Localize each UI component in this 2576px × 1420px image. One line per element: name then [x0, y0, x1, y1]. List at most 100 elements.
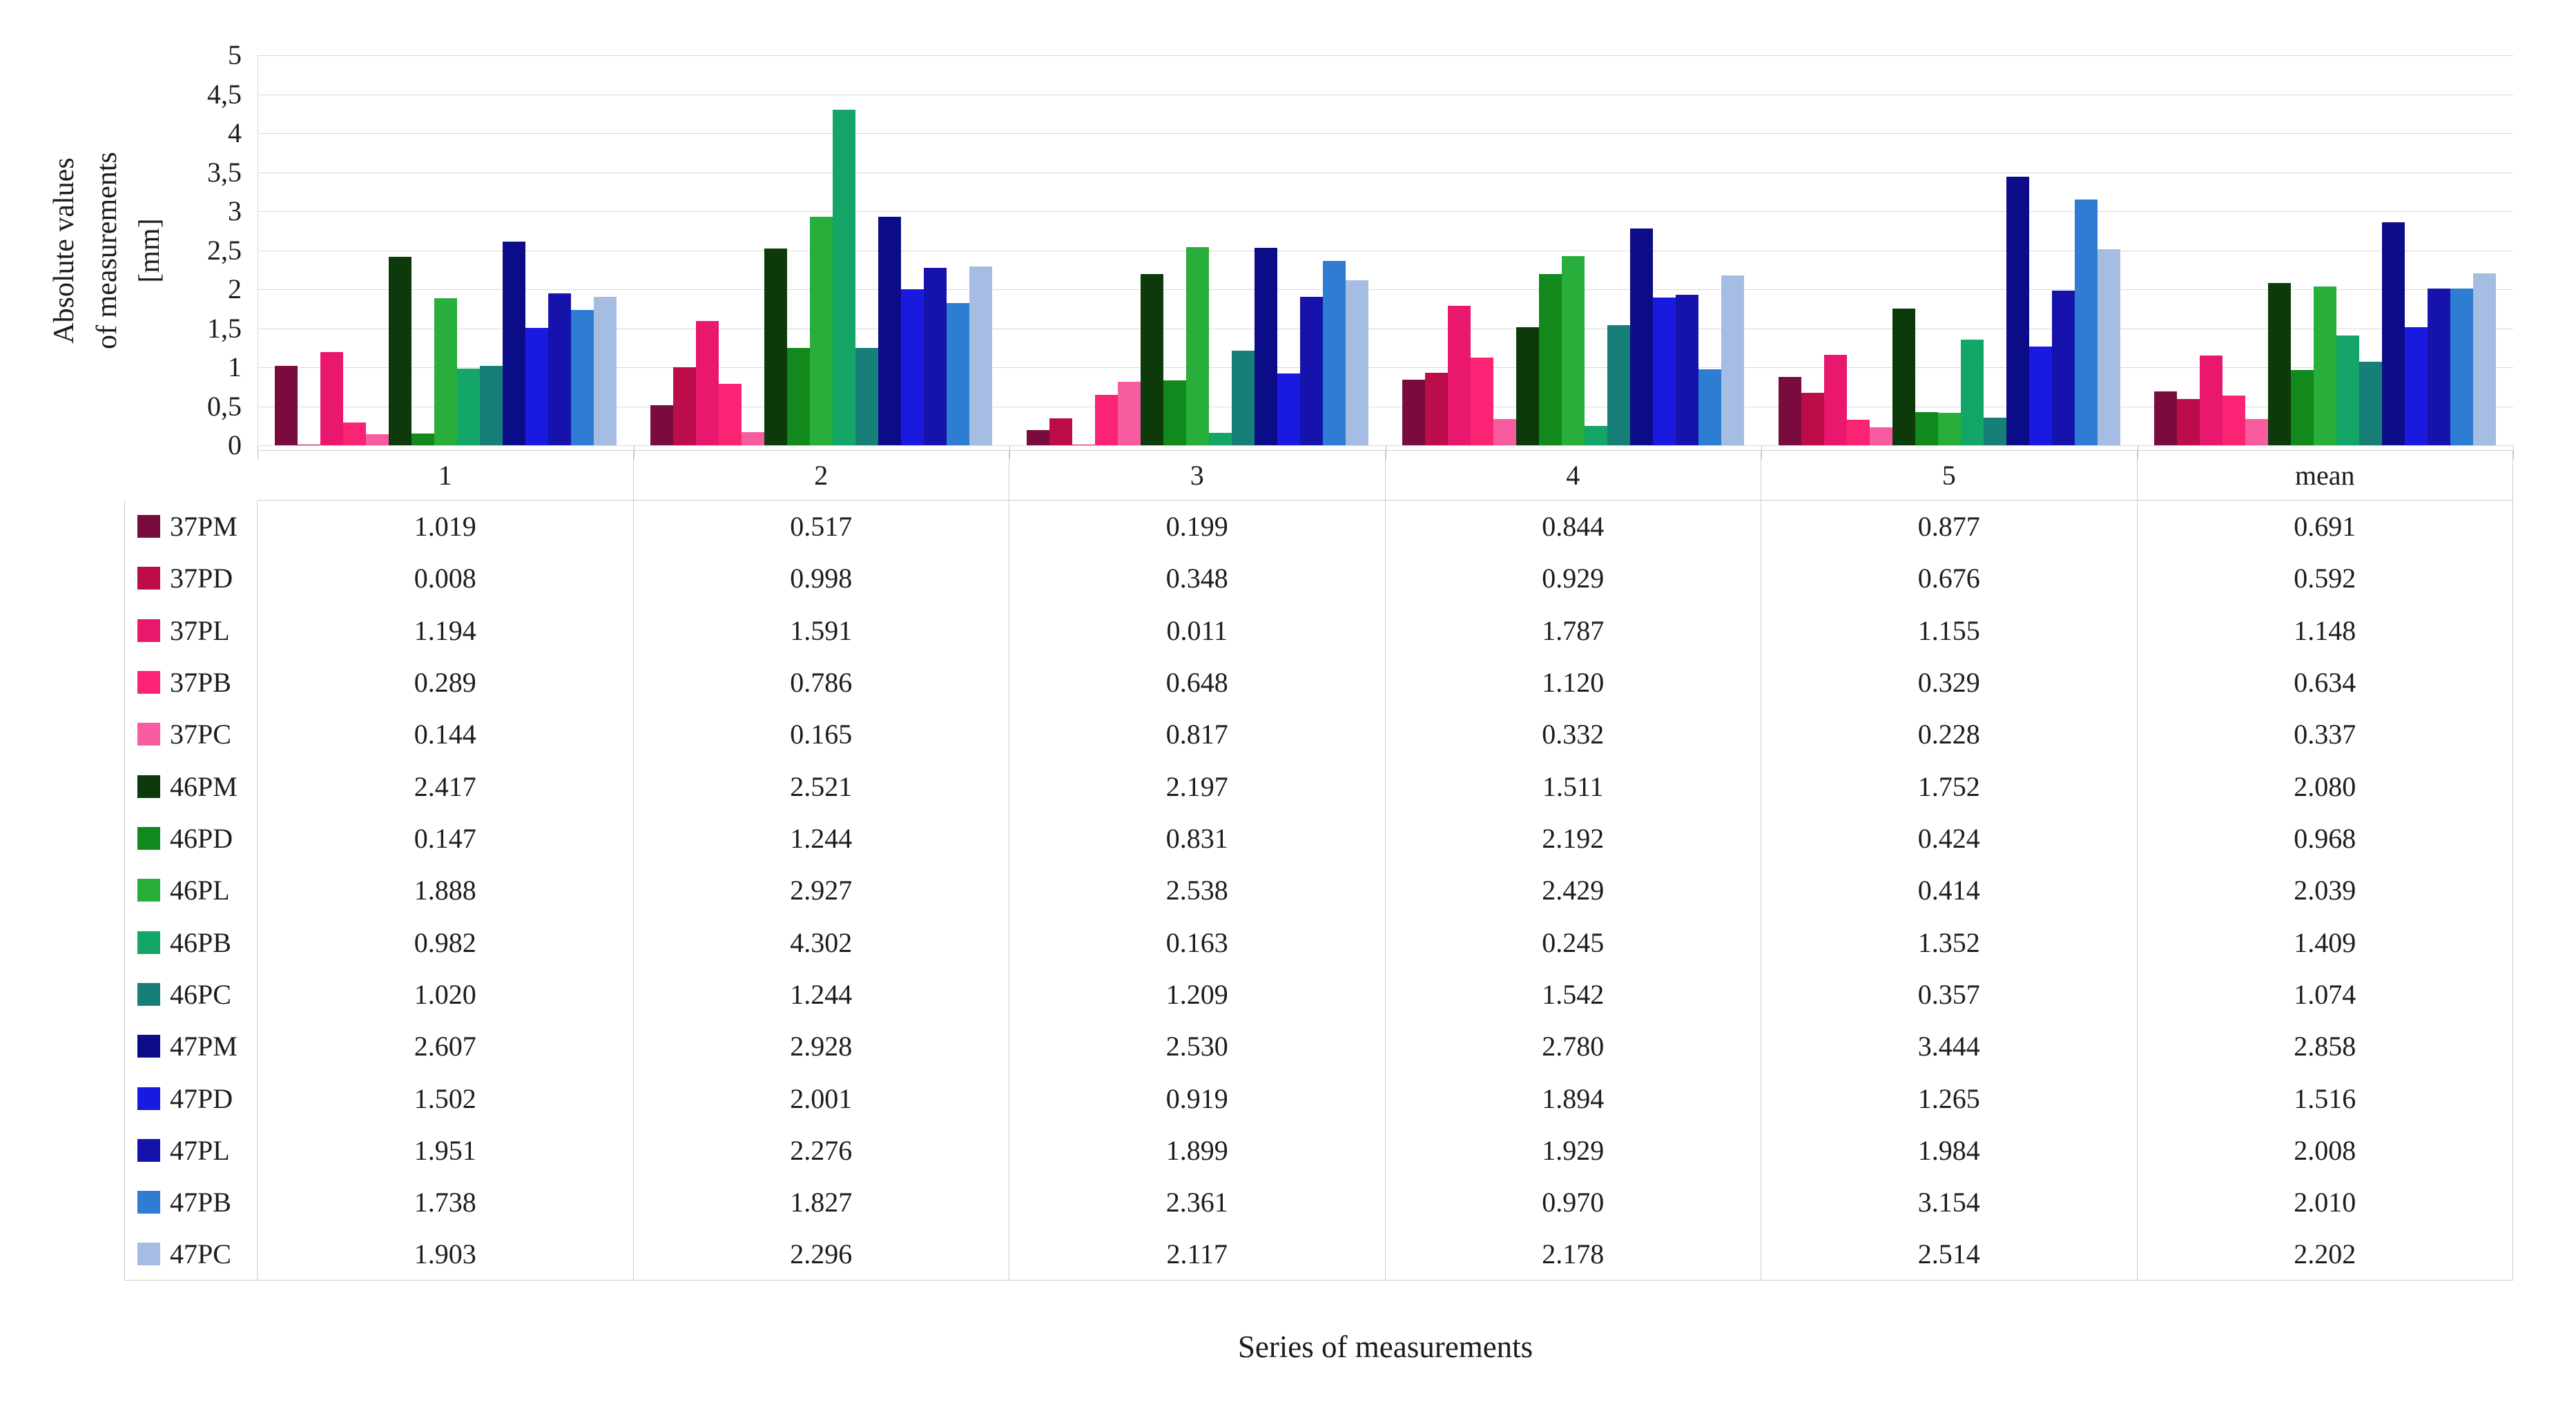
bar-46PB-1: [456, 369, 480, 445]
value-cell-47PC-5: 2.514: [1761, 1228, 2138, 1281]
bar-47PM-5: [2006, 177, 2029, 445]
y-axis-tick-label: 1: [228, 351, 242, 382]
legend-swatch-37PD: [137, 567, 160, 590]
value-cell-37PL-2: 1.591: [634, 604, 1009, 656]
value-cell-37PL-4: 1.787: [1386, 604, 1761, 656]
bar-37PB-4: [1471, 358, 1494, 445]
bar-47PB-mean: [2450, 289, 2474, 445]
value-cell-37PB-mean: 0.634: [2138, 656, 2513, 709]
legend-cell: 46PB: [124, 916, 258, 969]
bar-37PM-5: [1778, 377, 1801, 445]
gridline: [258, 289, 2513, 290]
legend-swatch-47PB: [137, 1191, 160, 1214]
bar-37PL-5: [1823, 355, 1847, 445]
value-cell-37PM-1: 1.019: [258, 500, 634, 553]
value-cell-46PM-5: 1.752: [1761, 760, 2138, 813]
bar-37PM-4: [1402, 380, 1426, 445]
value-cell-37PB-4: 1.120: [1386, 656, 1761, 709]
bar-37PC-4: [1493, 419, 1517, 445]
bar-37PC-1: [365, 434, 389, 445]
bar-37PL-2: [696, 321, 719, 445]
legend-swatch-46PL: [137, 879, 160, 902]
x-axis-title: Series of measurements: [1237, 1330, 1533, 1364]
legend-series-name: 37PL: [170, 614, 230, 646]
legend-cell: 47PC: [124, 1228, 258, 1281]
bar-47PC-2: [969, 266, 993, 445]
bar-46PB-2: [833, 110, 856, 445]
legend-cell: 46PM: [124, 760, 258, 813]
value-cell-37PL-3: 0.011: [1009, 604, 1386, 656]
value-cell-47PD-4: 1.894: [1386, 1072, 1761, 1125]
legend-swatch-46PC: [137, 983, 160, 1006]
value-cell-47PD-3: 0.919: [1009, 1072, 1386, 1125]
bar-46PB-5: [1960, 340, 1984, 445]
bar-37PM-mean: [2154, 391, 2178, 445]
gridline: [258, 211, 2513, 212]
value-cell-37PD-2: 0.998: [634, 552, 1009, 605]
value-cell-47PL-3: 1.899: [1009, 1125, 1386, 1177]
value-cell-37PD-4: 0.929: [1386, 552, 1761, 605]
legend-series-name: 46PD: [170, 823, 233, 855]
bar-46PD-1: [411, 434, 434, 445]
legend-series-name: 37PD: [170, 563, 233, 594]
bar-46PL-4: [1562, 256, 1585, 445]
table-header-mean: mean: [2137, 450, 2513, 500]
value-cell-47PM-5: 3.444: [1761, 1020, 2138, 1073]
bar-37PD-mean: [2177, 399, 2200, 445]
value-cell-46PM-mean: 2.080: [2138, 760, 2513, 813]
bar-47PM-2: [878, 217, 902, 445]
value-cell-37PM-5: 0.877: [1761, 500, 2138, 553]
value-cell-47PL-1: 1.951: [258, 1125, 634, 1177]
value-cell-46PB-5: 1.352: [1761, 916, 2138, 969]
data-table: 1 2 3 4 5 mean 37PM 1.019 0.517 0.199 0.844 0.877 0.…: [124, 450, 2513, 1281]
value-cell-47PM-3: 2.530: [1009, 1020, 1386, 1073]
value-cell-47PM-2: 2.928: [634, 1020, 1009, 1073]
bar-group-mean: [2138, 55, 2514, 445]
bar-46PD-3: [1163, 380, 1186, 445]
value-cell-46PL-5: 0.414: [1761, 864, 2138, 917]
bar-37PC-mean: [2245, 419, 2269, 445]
value-cell-47PD-1: 1.502: [258, 1072, 634, 1125]
value-cell-46PD-5: 0.424: [1761, 813, 2138, 865]
bar-47PL-4: [1676, 295, 1699, 445]
bar-47PL-3: [1299, 297, 1323, 445]
bar-37PB-mean: [2222, 396, 2246, 445]
bar-37PD-5: [1801, 393, 1824, 445]
value-cell-37PD-3: 0.348: [1009, 552, 1386, 605]
legend-cell: 46PC: [124, 969, 258, 1021]
value-cell-47PM-1: 2.607: [258, 1020, 634, 1073]
value-cell-37PC-5: 0.228: [1761, 708, 2138, 761]
value-cell-37PC-2: 0.165: [634, 708, 1009, 761]
value-cell-46PB-mean: 1.409: [2138, 916, 2513, 969]
bar-46PM-3: [1140, 274, 1163, 445]
legend-series-name: 46PB: [170, 926, 231, 958]
legend-series-name: 37PM: [170, 511, 238, 543]
legend-cell: 47PM: [124, 1020, 258, 1073]
legend-cell: 37PM: [124, 500, 258, 553]
legend-cell: 37PL: [124, 604, 258, 656]
y-axis-tick-label: 0: [228, 429, 242, 460]
value-cell-37PD-1: 0.008: [258, 552, 634, 605]
bar-47PB-4: [1698, 369, 1722, 445]
table-header-2: 2: [633, 450, 1009, 500]
legend-series-name: 46PC: [170, 979, 231, 1011]
value-cell-37PC-3: 0.817: [1009, 708, 1386, 761]
table-header-1: 1: [258, 450, 634, 500]
value-cell-46PL-mean: 2.039: [2138, 864, 2513, 917]
bar-46PL-5: [1937, 413, 1961, 445]
value-cell-46PM-3: 2.197: [1009, 760, 1386, 813]
bar-46PD-2: [787, 348, 811, 445]
value-cell-47PC-3: 2.117: [1009, 1228, 1386, 1281]
bar-46PC-4: [1607, 325, 1631, 445]
bar-46PB-3: [1208, 433, 1232, 445]
bar-47PM-1: [502, 242, 525, 445]
value-cell-46PD-4: 2.192: [1386, 813, 1761, 865]
bar-47PB-5: [2074, 200, 2098, 445]
bar-37PB-3: [1094, 395, 1118, 445]
value-cell-47PC-4: 2.178: [1385, 1228, 1761, 1281]
bar-47PD-1: [525, 328, 548, 445]
legend-swatch-46PM: [137, 775, 160, 798]
legend-series-name: 47PC: [170, 1238, 231, 1270]
value-cell-47PB-1: 1.738: [258, 1176, 634, 1229]
bar-37PD-2: [673, 367, 697, 445]
